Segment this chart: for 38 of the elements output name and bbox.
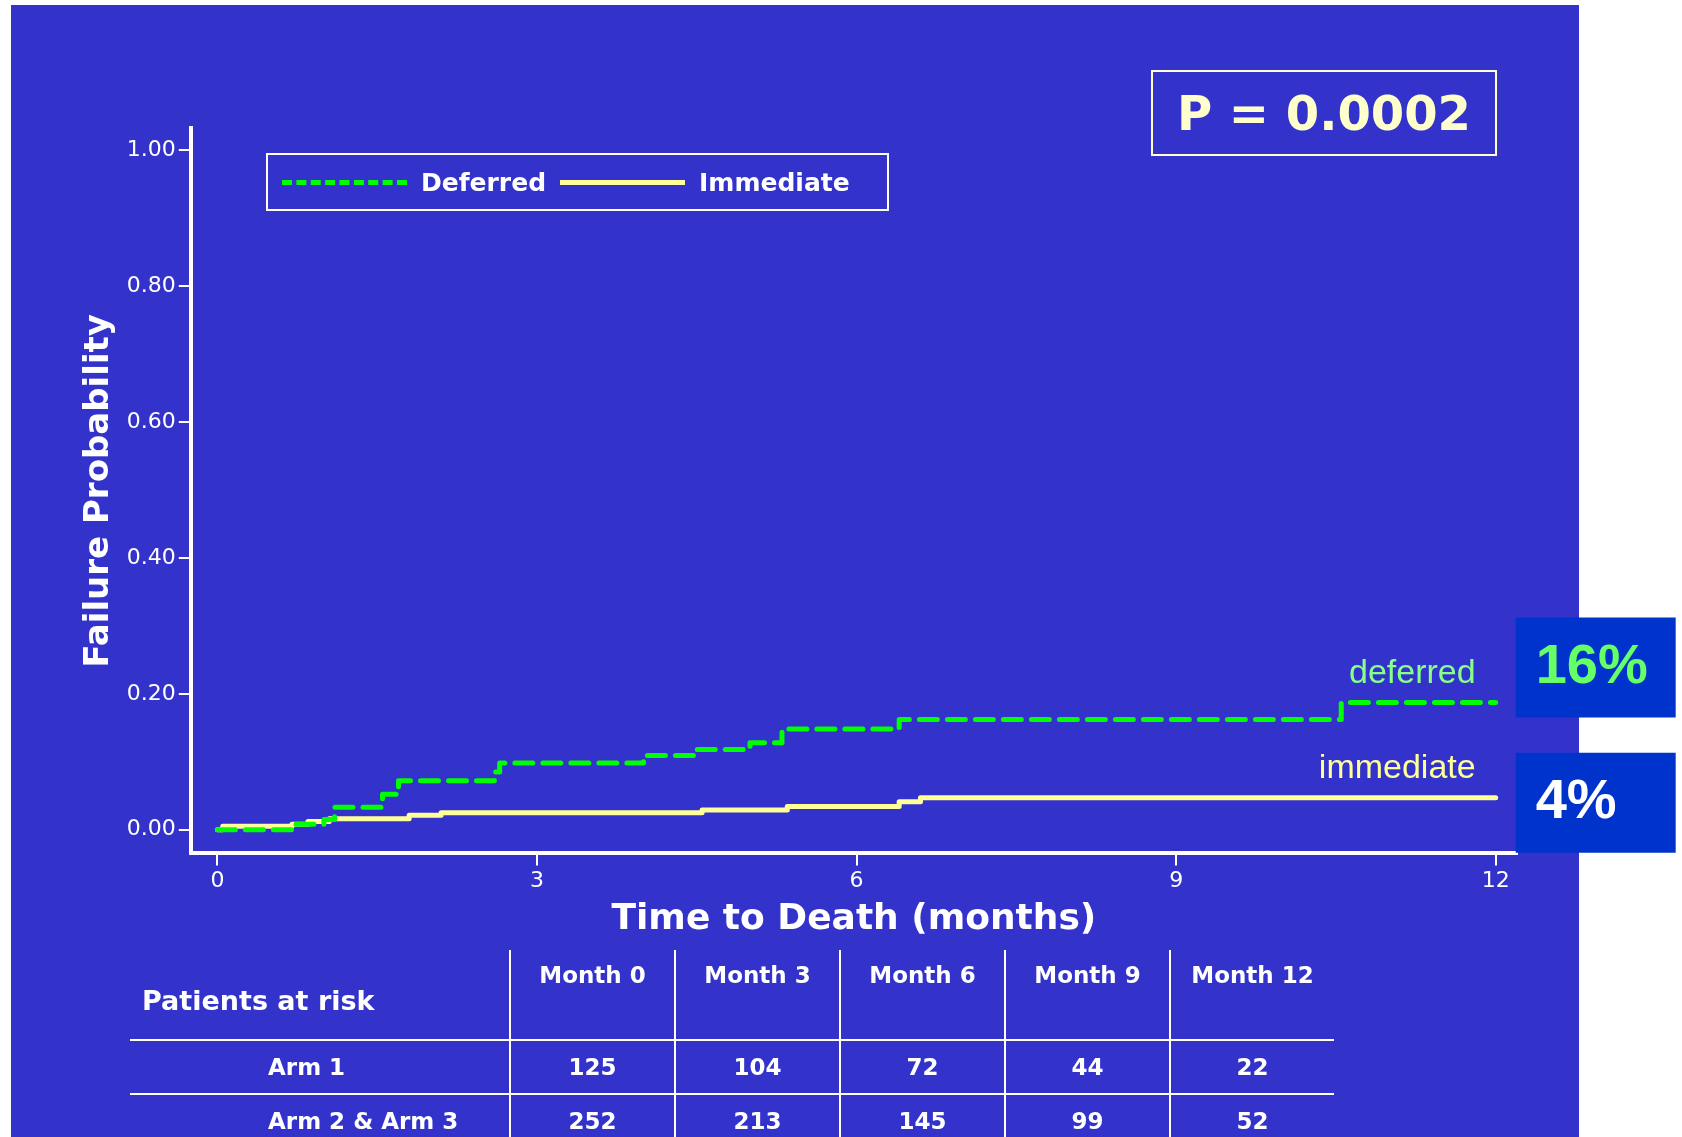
x-tick-label: 0 bbox=[210, 867, 225, 893]
text: 252 bbox=[510, 1094, 675, 1137]
text: Arm 1 bbox=[130, 1040, 510, 1094]
text: Month 6 bbox=[840, 950, 1005, 1040]
y-tick-label: 0.00 bbox=[126, 815, 176, 841]
text: Patients at risk bbox=[141, 983, 376, 1018]
text: 145 bbox=[840, 1094, 1005, 1137]
text: 52 bbox=[1170, 1094, 1334, 1137]
annotation: 16% bbox=[1535, 632, 1648, 696]
x-tick-label: 6 bbox=[849, 867, 864, 893]
legend-label: Immediate bbox=[699, 167, 850, 197]
text: 72 bbox=[840, 1040, 1005, 1094]
annotation: P = 0.0002 bbox=[1151, 70, 1497, 156]
x-tick-label: 12 bbox=[1481, 867, 1510, 893]
text: Month 0 bbox=[510, 950, 675, 1040]
text: 22 bbox=[1170, 1040, 1334, 1094]
x-axis-title: Time to Death (months) bbox=[611, 895, 1097, 937]
annotation: 4% bbox=[1535, 767, 1617, 831]
text: 104 bbox=[675, 1040, 840, 1094]
x-tick-label: 9 bbox=[1169, 867, 1184, 893]
text: Month 3 bbox=[675, 950, 840, 1040]
text: 99 bbox=[1005, 1094, 1170, 1137]
text: 125 bbox=[510, 1040, 675, 1094]
x-tick-label: 3 bbox=[529, 867, 544, 893]
y-tick-label: 0.80 bbox=[126, 271, 176, 297]
y-axis-title: Failure Probability bbox=[76, 314, 117, 668]
annotation: deferred bbox=[1349, 651, 1476, 690]
text: Month 12 bbox=[1170, 950, 1334, 1040]
y-tick-label: 0.40 bbox=[126, 543, 176, 569]
text: 44 bbox=[1005, 1040, 1170, 1094]
annotation: immediate bbox=[1318, 747, 1476, 786]
legend-label: Deferred bbox=[421, 167, 547, 197]
text: 213 bbox=[675, 1094, 840, 1137]
y-tick-label: 0.20 bbox=[126, 679, 176, 705]
text: Arm 2 & Arm 3 bbox=[130, 1094, 510, 1137]
text: Month 9 bbox=[1005, 950, 1170, 1040]
y-tick-label: 0.60 bbox=[126, 407, 176, 433]
y-tick-label: 1.00 bbox=[126, 136, 176, 162]
